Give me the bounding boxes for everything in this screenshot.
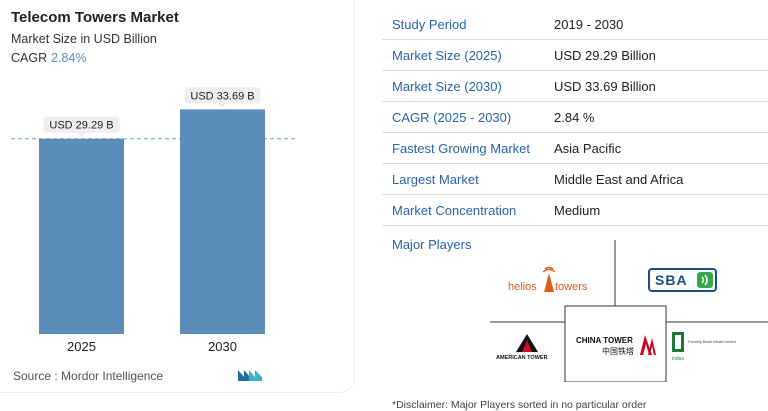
table-row: Largest Market Middle East and Africa [382, 164, 768, 195]
table-row-value: USD 29.29 Billion [554, 47, 656, 63]
table-row-key: Largest Market [392, 171, 479, 187]
helios-text: helios [508, 281, 537, 293]
disclaimer: *Disclaimer: Major Players sorted in no … [392, 399, 647, 411]
bar-chart: USD 29.29 B 2025 USD 33.69 B 2030 [11, 87, 296, 354]
china-tower-cn-text: 中国铁塔 [602, 347, 634, 356]
table-row: Market Concentration Medium [382, 195, 768, 226]
cagr-label: CAGR [11, 51, 48, 65]
american-tower-text: AMERICAN TOWER [496, 355, 548, 361]
mordor-intelligence-logo [238, 370, 262, 381]
table-row-value: USD 33.69 Billion [554, 78, 656, 94]
table-row-value: Medium [554, 202, 601, 218]
indus-icon [672, 332, 684, 352]
bar-2025 [39, 138, 124, 334]
table-row-key: Study Period [392, 16, 467, 32]
table-row-value: 2.84 % [554, 109, 595, 125]
table-row: Market Size (2025) USD 29.29 Billion [382, 40, 768, 71]
market-summary-table: Study Period 2019 - 2030 Market Size (2025… [382, 9, 768, 226]
china-tower-text: CHINA TOWER [576, 336, 633, 345]
sba-signal-icon [697, 272, 713, 288]
american-tower-logo: AMERICAN TOWER [494, 333, 560, 365]
american-tower-icon [516, 334, 538, 352]
data-label-box [184, 87, 261, 104]
sba-text: SBA [655, 272, 688, 288]
data-label: USD 33.69 B [190, 90, 254, 102]
data-label-pointer [77, 132, 86, 137]
chart-title: Telecom Towers Market [11, 9, 179, 26]
table-row-value: Middle East and Africa [554, 171, 684, 187]
sba-logo: SBA [648, 268, 717, 292]
chart-card: Telecom Towers Market Market Size in USD… [0, 0, 355, 393]
table-row: CAGR (2025 - 2030) 2.84 % [382, 102, 768, 133]
data-label: USD 29.29 B [49, 120, 113, 132]
table-row-key: Market Size (2030) [392, 78, 502, 94]
table-row-key: Market Size (2025) [392, 47, 502, 63]
cagr-line: CAGR 2.84% [11, 51, 87, 65]
x-tick-label: 2025 [67, 339, 96, 354]
china-tower-logo: CHINA TOWER 中国铁塔 [575, 334, 665, 358]
helios-tower-icon [542, 266, 556, 292]
table-row: Market Size (2030) USD 33.69 Billion [382, 71, 768, 102]
table-row-key: CAGR (2025 - 2030) [392, 109, 512, 125]
chart-subtitle: Market Size in USD Billion [11, 32, 157, 46]
cagr-value: 2.84% [51, 51, 87, 65]
data-label-box [43, 116, 120, 133]
bar-2030 [180, 109, 265, 335]
major-players-label: Major Players [392, 237, 472, 252]
china-tower-icon [640, 335, 656, 355]
table-row-key: Market Concentration [392, 202, 517, 218]
table-row-value: Asia Pacific [554, 140, 622, 156]
towers-text: towers [555, 281, 588, 293]
table-row: Study Period 2019 - 2030 [382, 9, 768, 40]
data-label-pointer [218, 103, 227, 108]
table-row: Fastest Growing Market Asia Pacific [382, 133, 768, 164]
x-tick-label: 2030 [208, 339, 237, 354]
indus-tagline: Formerly Bharti Infratel Limited [688, 340, 736, 344]
indus-towers-logo: Formerly Bharti Infratel Limited indus [672, 332, 736, 368]
table-row-key: Fastest Growing Market [392, 140, 530, 156]
source-note: Source : Mordor Intelligence [13, 369, 164, 383]
major-players-logos [490, 240, 768, 382]
indus-text: indus [672, 356, 684, 362]
table-row-value: 2019 - 2030 [554, 16, 624, 32]
